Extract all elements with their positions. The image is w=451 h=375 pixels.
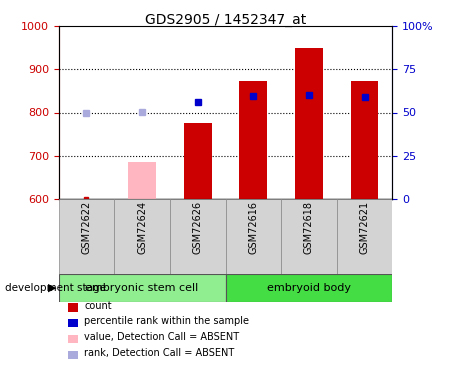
Bar [184, 123, 212, 199]
Bar [239, 81, 267, 199]
Bar [226, 274, 392, 302]
Text: ▶: ▶ [48, 283, 56, 293]
Text: GSM72618: GSM72618 [304, 201, 314, 254]
Text: GSM72621: GSM72621 [359, 201, 369, 254]
Text: GSM72622: GSM72622 [82, 201, 92, 254]
Text: embryonic stem cell: embryonic stem cell [85, 283, 199, 293]
Bar [281, 199, 337, 274]
Bar [295, 48, 323, 199]
Bar [114, 199, 170, 274]
Text: development stage: development stage [5, 283, 106, 293]
Bar [59, 274, 226, 302]
Bar [128, 162, 156, 199]
Text: GSM72616: GSM72616 [249, 201, 258, 254]
Text: GSM72626: GSM72626 [193, 201, 202, 254]
Text: GSM72624: GSM72624 [137, 201, 147, 254]
Bar [226, 199, 281, 274]
Text: percentile rank within the sample: percentile rank within the sample [84, 316, 249, 326]
Bar [170, 199, 226, 274]
Bar [59, 199, 114, 274]
Text: GDS2905 / 1452347_at: GDS2905 / 1452347_at [145, 13, 306, 27]
Text: embryoid body: embryoid body [267, 283, 351, 293]
Bar [351, 81, 378, 199]
Bar [337, 199, 392, 274]
Text: count: count [84, 301, 112, 310]
Text: rank, Detection Call = ABSENT: rank, Detection Call = ABSENT [84, 348, 235, 358]
Text: value, Detection Call = ABSENT: value, Detection Call = ABSENT [84, 332, 239, 342]
